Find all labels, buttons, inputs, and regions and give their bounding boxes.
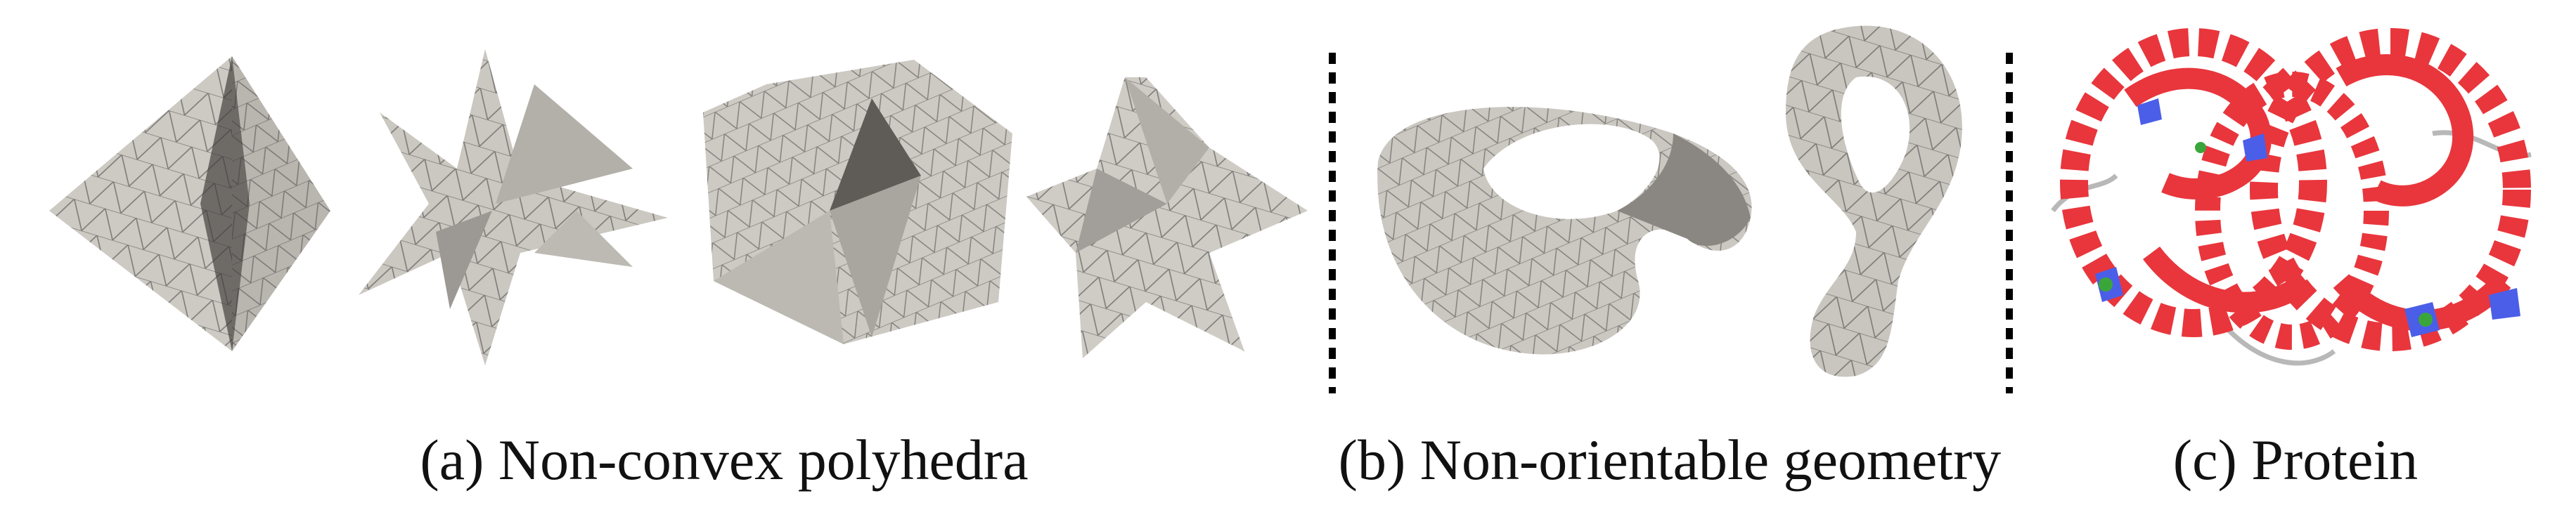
polyhedron-octahedron (49, 56, 330, 351)
mobius-strip (1377, 107, 1752, 355)
figure-panels (49, 25, 2532, 393)
klein-bottle (1786, 25, 1962, 377)
polyhedron-star (1026, 77, 1308, 358)
protein-structure (2051, 28, 2532, 366)
polyhedron-stellated-spiky (359, 49, 668, 365)
caption-non-convex-polyhedra: (a) Non-convex polyhedra (420, 428, 1029, 492)
caption-protein: (c) Protein (2172, 428, 2419, 492)
polyhedron-dented-cube (703, 60, 1012, 344)
caption-non-orientable-geometry: (b) Non-orientable geometry (1338, 428, 2002, 492)
